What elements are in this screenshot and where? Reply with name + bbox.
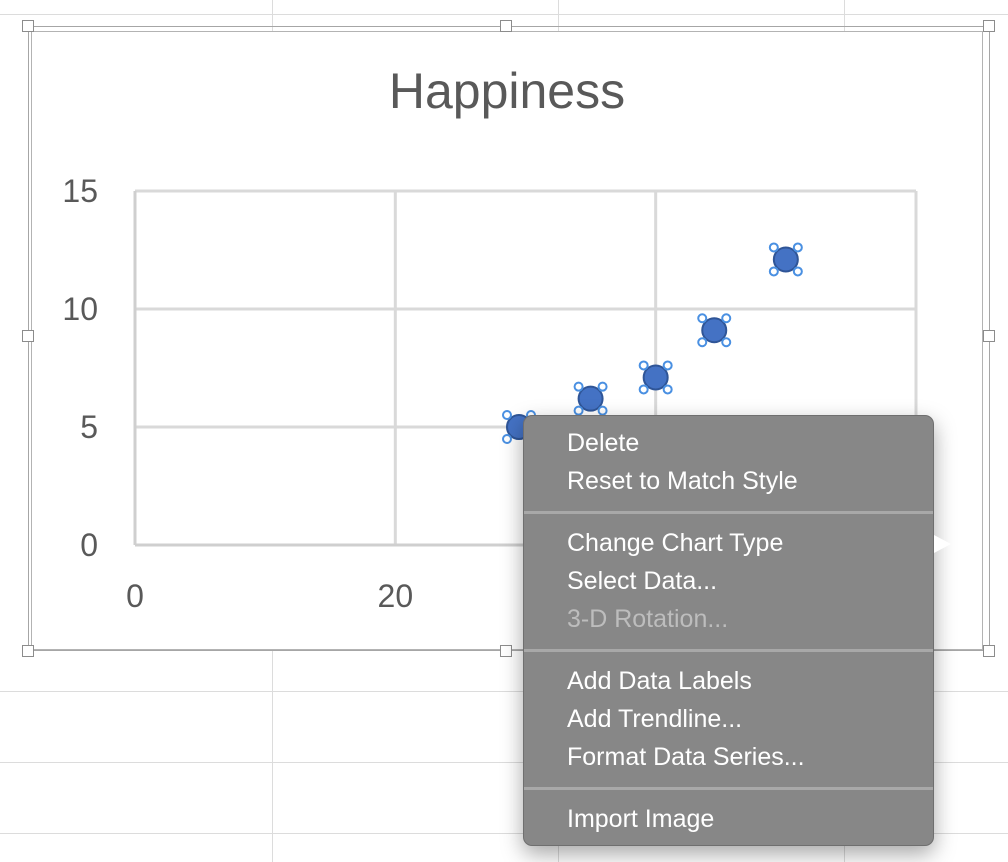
menu-item-delete[interactable]: Delete — [567, 429, 640, 457]
row-divider — [0, 762, 1008, 763]
point-selection-handle — [662, 360, 673, 371]
y-tick-label: 5 — [80, 409, 98, 445]
resize-handle-bottom-left[interactable] — [22, 645, 34, 657]
menu-separator — [524, 787, 933, 790]
data-point-marker[interactable] — [577, 385, 604, 412]
row-divider — [0, 833, 1008, 834]
menu-separator — [524, 649, 933, 652]
point-selection-handle — [597, 381, 608, 392]
point-selection-handle — [768, 266, 779, 277]
resize-handle-bottom[interactable] — [500, 645, 512, 657]
resize-handle-top-left[interactable] — [22, 20, 34, 32]
point-selection-handle — [768, 242, 779, 253]
point-selection-handle — [638, 360, 649, 371]
y-tick-label: 10 — [62, 291, 98, 327]
point-selection-handle — [662, 384, 673, 395]
menu-item-3d-rotation: 3-D Rotation... — [567, 605, 729, 633]
point-selection-handle — [573, 405, 584, 416]
menu-item-format-data-series[interactable]: Format Data Series... — [567, 743, 805, 771]
row-divider — [0, 691, 1008, 692]
data-point-marker[interactable] — [642, 364, 669, 391]
resize-handle-top[interactable] — [500, 20, 512, 32]
chart-title[interactable]: Happiness — [388, 63, 626, 119]
point-selection-handle — [721, 313, 732, 324]
y-tick-label: 15 — [62, 173, 98, 209]
x-tick-label: 0 — [126, 578, 144, 614]
menu-item-change-chart-type[interactable]: Change Chart Type — [567, 525, 951, 561]
data-point-marker[interactable] — [701, 317, 728, 344]
menu-item-add-data-labels[interactable]: Add Data Labels — [567, 667, 752, 695]
point-selection-handle — [573, 381, 584, 392]
resize-handle-top-right[interactable] — [983, 20, 995, 32]
point-selection-handle — [597, 405, 608, 416]
x-tick-label: 20 — [378, 578, 414, 614]
context-menu: Delete Reset to Match Style Change Chart… — [523, 415, 951, 846]
menu-item-select-data[interactable]: Select Data... — [567, 567, 718, 595]
menu-item-add-trendline[interactable]: Add Trendline... — [567, 705, 743, 733]
point-selection-handle — [501, 410, 512, 420]
row-divider — [0, 14, 1008, 15]
menu-item-reset-to-match-style[interactable]: Reset to Match Style — [567, 467, 798, 495]
data-point[interactable] — [768, 242, 803, 277]
data-point[interactable] — [573, 381, 608, 416]
point-selection-handle — [697, 337, 708, 348]
menu-item-label: Change Chart Type — [567, 529, 784, 557]
resize-handle-right[interactable] — [983, 330, 995, 342]
point-selection-handle — [792, 242, 803, 253]
y-tick-label: 0 — [80, 527, 98, 563]
point-selection-handle — [721, 337, 732, 348]
submenu-arrow-icon — [934, 535, 951, 553]
point-selection-handle — [638, 384, 649, 395]
data-point[interactable] — [697, 313, 732, 348]
point-selection-handle — [501, 434, 512, 444]
point-selection-handle — [697, 313, 708, 324]
resize-handle-left[interactable] — [22, 330, 34, 342]
menu-item-import-image[interactable]: Import Image — [567, 805, 715, 833]
data-point-marker[interactable] — [772, 246, 799, 273]
resize-handle-bottom-right[interactable] — [983, 645, 995, 657]
point-selection-handle — [792, 266, 803, 277]
data-point[interactable] — [638, 360, 673, 395]
menu-separator — [524, 511, 933, 514]
